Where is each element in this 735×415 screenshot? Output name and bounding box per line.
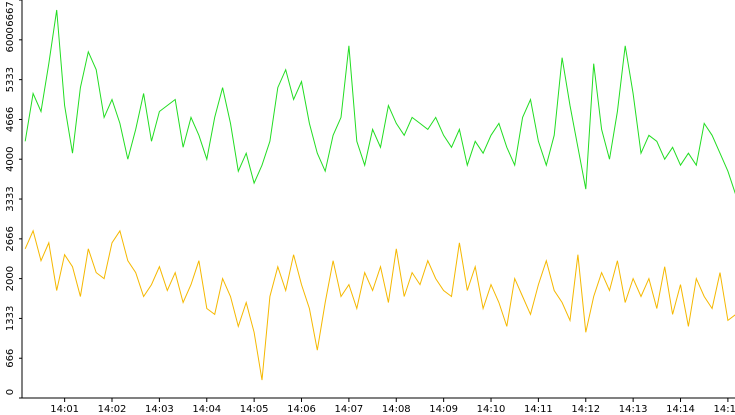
y-tick-label: 5333	[5, 67, 16, 92]
y-tick-label: 0	[5, 389, 16, 395]
x-tick-label: 14:03	[145, 404, 174, 415]
series-line	[24, 9, 735, 195]
y-tick-label: 4000	[5, 146, 16, 171]
x-tick-label: 14:12	[571, 404, 600, 415]
y-tick-label: 6000	[5, 27, 16, 52]
x-tick-label: 14:04	[192, 404, 221, 415]
x-tick-label: 14:07	[334, 404, 363, 415]
x-tick-label: 14:13	[619, 404, 648, 415]
x-tick-label: 14:09	[429, 404, 458, 415]
x-tick-label: 14:11	[524, 404, 553, 415]
y-tick-label: 6667	[5, 1, 16, 26]
y-tick-label: 666	[5, 349, 16, 368]
x-tick-label: 14:08	[382, 404, 411, 415]
x-tick-label: 14:10	[477, 404, 506, 415]
x-tick-label: 14:01	[50, 404, 79, 415]
x-tick-label: 14:02	[98, 404, 127, 415]
y-tick-label: 2666	[5, 226, 16, 251]
series-line	[24, 229, 735, 381]
x-tick-label: 14:06	[287, 404, 316, 415]
y-tick-label: 2000	[5, 266, 16, 291]
y-tick-label: 3333	[5, 186, 16, 211]
x-tick-label: 14:15	[713, 404, 735, 415]
x-tick-label: 14:14	[666, 404, 695, 415]
y-tick-label: 1333	[5, 306, 16, 331]
y-tick-label: 4666	[5, 107, 16, 132]
x-tick-label: 14:05	[240, 404, 269, 415]
